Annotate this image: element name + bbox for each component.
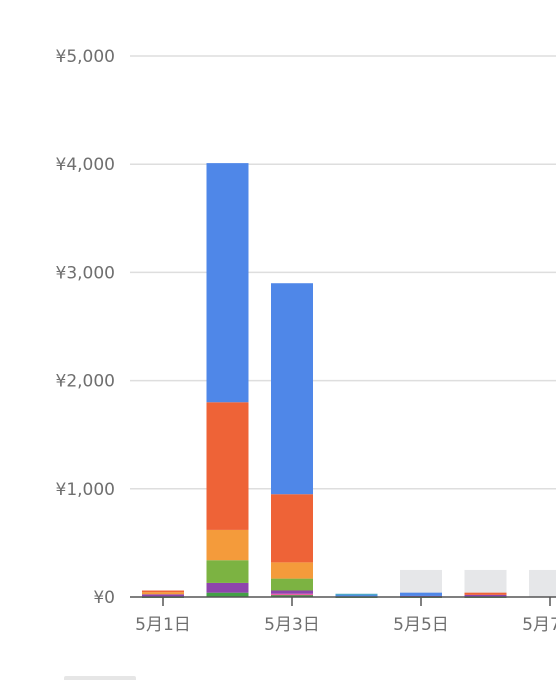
bar-segment — [271, 494, 313, 563]
y-tick-label: ¥2,000 — [56, 372, 115, 392]
placeholder-bar — [529, 569, 556, 597]
x-tick-label: 5月3日 — [264, 615, 320, 635]
y-tick-label: ¥5,000 — [56, 47, 115, 67]
bar-segment — [271, 593, 313, 596]
y-tick-label: ¥1,000 — [56, 480, 115, 500]
x-tick-label: 5月7日 — [522, 615, 556, 635]
y-tick-label: ¥0 — [93, 588, 115, 608]
bar-segment — [206, 582, 249, 593]
bar-segment — [206, 560, 249, 583]
placeholder-bars — [400, 569, 556, 597]
grid-lines — [130, 55, 556, 490]
x-tick-label: 5月1日 — [135, 615, 191, 635]
bar-segment — [142, 594, 184, 597]
bar-segment — [206, 592, 249, 597]
bar-segment — [271, 562, 313, 579]
bar-segment — [464, 594, 507, 597]
y-tick-label: ¥3,000 — [56, 263, 115, 283]
x-axis: 5月1日 5月3日 5月5日 5月7日 — [130, 596, 556, 635]
bar-segment — [271, 594, 313, 597]
bar-segment — [400, 592, 442, 596]
placeholder-bar — [464, 569, 507, 597]
bar-segment — [271, 578, 313, 591]
bar-segment — [335, 594, 378, 597]
bar-segment — [271, 283, 313, 495]
bar-segment — [142, 592, 184, 595]
legend-swatch[interactable] — [64, 676, 136, 680]
bar-segment — [464, 592, 507, 595]
x-tick-label: 5月5日 — [393, 615, 449, 635]
bar-segment — [206, 402, 249, 530]
bar-segment — [142, 590, 184, 593]
y-axis-labels: ¥0 ¥1,000 ¥2,000 ¥3,000 ¥4,000 ¥5,000 — [56, 47, 115, 608]
bar-segment — [206, 163, 249, 403]
y-tick-label: ¥4,000 — [56, 155, 115, 175]
bar-segment — [335, 593, 378, 596]
placeholder-bar — [400, 569, 442, 597]
bar-segment — [206, 529, 249, 561]
bar-segment — [271, 590, 313, 594]
